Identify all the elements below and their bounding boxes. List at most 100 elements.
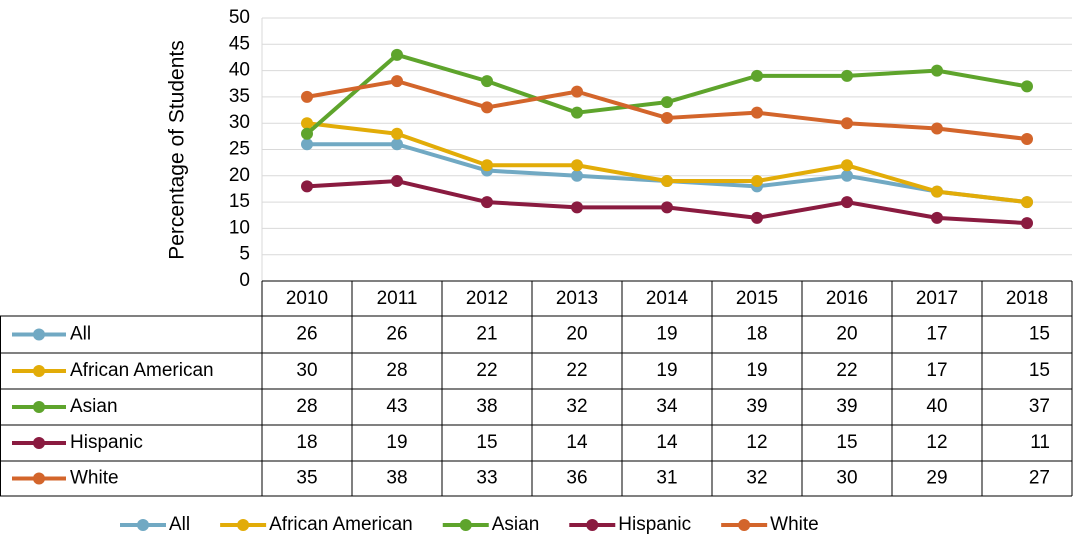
point	[841, 69, 853, 82]
table-cell: 22	[566, 360, 587, 381]
table-header: 2017	[916, 288, 958, 309]
point	[661, 111, 673, 124]
table-cell: 12	[926, 432, 947, 453]
point	[1021, 196, 1033, 209]
table-cell: 14	[656, 432, 678, 453]
point	[481, 75, 493, 88]
table-cell: 39	[836, 396, 857, 417]
table-cell: 19	[656, 324, 677, 345]
point	[391, 138, 403, 151]
table-header: 2013	[556, 288, 598, 309]
y-tick-label: 45	[229, 33, 250, 54]
table-row-label: Asian	[70, 396, 118, 417]
y-tick-label: 5	[239, 244, 250, 265]
table-cell: 22	[836, 360, 857, 381]
legend-marker	[137, 519, 149, 531]
point	[391, 175, 403, 188]
point	[751, 106, 763, 119]
table-cell: 37	[1029, 396, 1050, 417]
table-cell: 20	[836, 324, 857, 345]
point	[481, 159, 493, 172]
point	[1021, 80, 1033, 93]
table-cell: 38	[386, 468, 407, 489]
table-cell: 38	[476, 396, 497, 417]
point	[301, 127, 313, 140]
table-cell: 12	[746, 432, 767, 453]
table-cell: 14	[566, 432, 588, 453]
table-cell: 17	[926, 360, 947, 381]
table-cell: 26	[386, 324, 407, 345]
table-legend-marker	[33, 328, 45, 341]
table-cell: 18	[296, 432, 317, 453]
table-header: 2015	[736, 288, 778, 309]
legend-label: Asian	[492, 514, 540, 535]
table-cell: 43	[386, 396, 407, 417]
point	[571, 201, 583, 214]
table-cell: 21	[476, 324, 497, 345]
point	[931, 185, 943, 198]
table-cell: 15	[1029, 324, 1050, 345]
point	[571, 85, 583, 98]
point	[571, 169, 583, 182]
y-tick-label: 15	[229, 191, 250, 212]
legend-label: African American	[269, 514, 413, 535]
table-cell: 35	[296, 468, 317, 489]
y-axis-label: Percentage of Students	[166, 40, 189, 260]
y-tick-label: 30	[229, 112, 250, 133]
table-cell: 28	[386, 360, 407, 381]
table-cell: 30	[836, 468, 857, 489]
table-cell: 15	[476, 432, 497, 453]
y-tick-label: 25	[229, 139, 250, 160]
y-tick-label: 20	[229, 165, 250, 186]
y-tick-label: 50	[229, 7, 250, 28]
point	[841, 196, 853, 209]
point	[751, 69, 763, 82]
point	[301, 117, 313, 130]
table-cell: 19	[746, 360, 767, 381]
point	[301, 138, 313, 151]
table-cell: 33	[476, 468, 497, 489]
point	[481, 101, 493, 114]
table-row-label: White	[70, 468, 119, 489]
point	[751, 211, 763, 224]
table-cell: 39	[746, 396, 767, 417]
table-cell: 32	[566, 396, 587, 417]
table-row-label: All	[70, 324, 91, 345]
y-tick-label: 0	[239, 270, 250, 291]
point	[391, 127, 403, 140]
table-header: 2010	[286, 288, 328, 309]
legend-label: White	[770, 514, 819, 535]
point	[301, 180, 313, 193]
y-tick-label: 40	[229, 60, 250, 81]
legend-marker	[237, 519, 250, 531]
y-tick-label: 35	[229, 86, 250, 107]
table-header: 2014	[646, 288, 689, 309]
point	[481, 196, 493, 209]
table-cell: 28	[296, 396, 317, 417]
table-row-label: Hispanic	[70, 432, 143, 453]
table-legend-marker	[33, 401, 45, 413]
table-legend-marker	[33, 437, 45, 449]
point	[841, 169, 853, 182]
table-row-label: African American	[70, 360, 214, 381]
legend-marker	[459, 519, 472, 531]
series-line	[307, 142, 1028, 205]
table-legend-marker	[33, 365, 45, 377]
point	[571, 106, 583, 119]
table-cell: 34	[656, 396, 678, 417]
table-cell: 15	[836, 432, 857, 453]
table-cell: 36	[566, 468, 587, 489]
point	[931, 122, 943, 135]
table-header: 2012	[466, 288, 508, 309]
point	[391, 48, 403, 61]
legend-label: Hispanic	[618, 514, 691, 535]
table-cell: 17	[926, 324, 947, 345]
table-cell: 30	[296, 360, 317, 381]
table-cell: 18	[746, 324, 767, 345]
point	[1021, 217, 1033, 230]
point	[751, 175, 763, 188]
point	[841, 159, 853, 172]
table-header: 2011	[377, 288, 418, 309]
series-line	[306, 79, 1028, 141]
point	[661, 96, 673, 109]
